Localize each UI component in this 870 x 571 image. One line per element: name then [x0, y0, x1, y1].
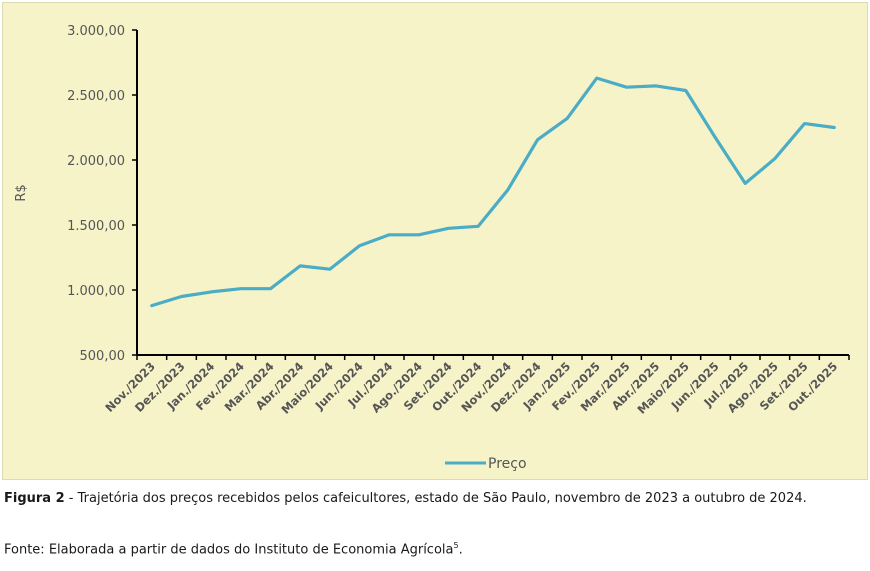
series-layer	[150, 76, 836, 308]
figure-label: Figura 2	[4, 491, 65, 506]
y-axis-ticks: 500,00 1.000,00 1.500,00 2.000,00 2.500,00 3.…	[67, 24, 137, 364]
legend: Preço	[445, 456, 527, 472]
line-chart: 500,00 1.000,00 1.500,00 2.000,00 2.500,00 3.…	[14, 24, 850, 472]
source-end: .	[458, 542, 463, 558]
chart-panel: 500,00 1.000,00 1.500,00 2.000,00 2.500,00 3.…	[2, 2, 868, 480]
figure-caption: Figura 2 - Trajetória dos preços recebid…	[4, 488, 866, 509]
series-line	[150, 76, 836, 308]
source-text: Fonte: Elaborada a partir de dados do In…	[4, 542, 454, 558]
x-axis-ticks: Nov./2023Dez./2023Jan./2024Fev./2024Mar.…	[102, 355, 850, 417]
y-tick-label: 2.500,00	[67, 89, 125, 104]
y-tick-label: 2.000,00	[67, 154, 125, 169]
y-tick-label: 500,00	[80, 349, 126, 364]
y-tick-label: 1.000,00	[67, 284, 125, 299]
y-tick-label: 3.000,00	[67, 24, 125, 39]
source-footnote: 5	[453, 541, 459, 550]
figure-caption-text: - Trajetória dos preços recebidos pelos …	[64, 491, 807, 506]
figure-source: Fonte: Elaborada a partir de dados do In…	[4, 536, 866, 560]
legend-label: Preço	[488, 456, 527, 472]
y-axis-title: R$	[14, 184, 29, 201]
y-tick-label: 1.500,00	[67, 219, 125, 234]
